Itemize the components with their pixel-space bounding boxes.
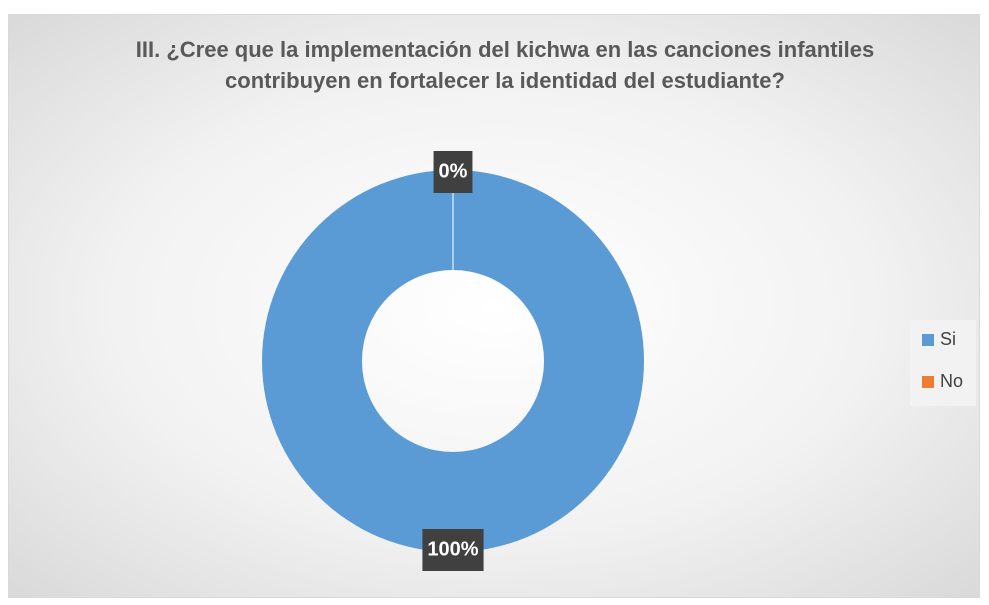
data-label-box — [422, 529, 484, 571]
data-label: 0% — [433, 151, 473, 193]
legend-swatch — [922, 334, 934, 346]
legend-label: No — [940, 371, 963, 391]
legend-label: Si — [940, 329, 956, 349]
legend-box — [910, 320, 976, 406]
chart-title: III. ¿Cree que la implementación del kic… — [135, 37, 875, 93]
data-label-box — [433, 151, 473, 193]
data-label: 100% — [422, 529, 484, 571]
data-label-text: 100% — [427, 538, 478, 560]
data-label-text: 0% — [439, 160, 468, 182]
legend-swatch — [922, 376, 934, 388]
donut-slice — [262, 170, 644, 552]
